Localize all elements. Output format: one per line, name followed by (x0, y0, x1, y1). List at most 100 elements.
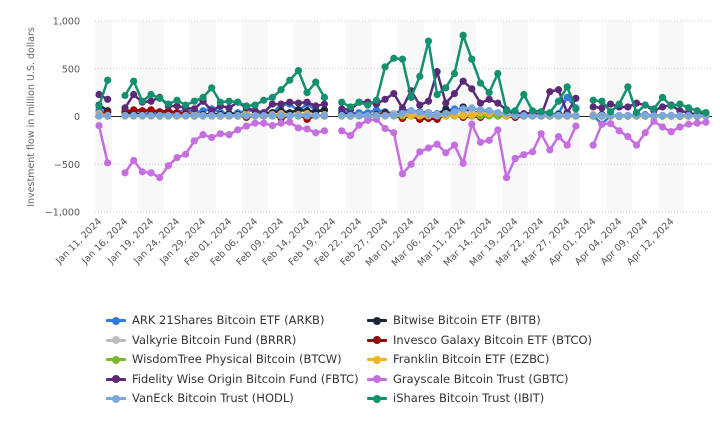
data-point[interactable] (277, 111, 285, 120)
data-point[interactable] (537, 108, 545, 116)
data-point[interactable] (251, 111, 259, 120)
data-point[interactable] (468, 85, 476, 93)
data-point[interactable] (156, 94, 164, 102)
data-point[interactable] (407, 160, 415, 168)
data-point[interactable] (390, 111, 398, 120)
data-point[interactable] (563, 83, 571, 91)
data-point[interactable] (511, 154, 519, 163)
data-point[interactable] (684, 120, 693, 128)
data-point[interactable] (199, 93, 207, 101)
legend-item[interactable]: Franklin Bitcoin ETF (EZBC) (367, 349, 549, 369)
data-point[interactable] (468, 111, 476, 120)
data-point[interactable] (268, 93, 276, 101)
data-point[interactable] (390, 54, 398, 62)
data-point[interactable] (372, 96, 381, 104)
data-point[interactable] (476, 99, 485, 107)
data-point[interactable] (268, 121, 276, 130)
data-point[interactable] (199, 131, 207, 139)
data-point[interactable] (381, 124, 389, 133)
data-point[interactable] (407, 107, 415, 115)
data-point[interactable] (537, 130, 545, 138)
data-point[interactable] (554, 86, 563, 94)
data-point[interactable] (572, 94, 580, 102)
data-point[interactable] (468, 104, 476, 112)
data-point[interactable] (268, 100, 276, 108)
data-point[interactable] (589, 103, 597, 111)
data-point[interactable] (121, 104, 129, 112)
data-point[interactable] (173, 102, 181, 110)
data-point[interactable] (615, 127, 623, 135)
data-point[interactable] (554, 111, 563, 120)
data-point[interactable] (442, 149, 450, 157)
data-point[interactable] (242, 122, 250, 130)
data-point[interactable] (234, 111, 242, 120)
data-point[interactable] (676, 100, 684, 108)
data-point[interactable] (676, 111, 684, 120)
data-point[interactable] (138, 168, 146, 176)
data-point[interactable] (312, 78, 320, 86)
data-point[interactable] (164, 162, 172, 170)
data-point[interactable] (615, 111, 623, 120)
data-point[interactable] (572, 105, 580, 113)
data-point[interactable] (260, 111, 268, 120)
data-point[interactable] (485, 136, 493, 144)
data-point[interactable] (104, 76, 112, 84)
data-point[interactable] (667, 128, 675, 136)
data-point[interactable] (381, 111, 389, 120)
data-point[interactable] (684, 104, 693, 112)
data-point[interactable] (641, 101, 649, 109)
data-point[interactable] (312, 102, 320, 110)
data-point[interactable] (147, 90, 155, 99)
data-point[interactable] (641, 129, 649, 137)
data-point[interactable] (546, 146, 554, 154)
legend-item[interactable]: WisdomTree Physical Bitcoin (BTCW) (106, 349, 342, 369)
data-point[interactable] (520, 151, 528, 159)
series-7[interactable] (95, 115, 710, 182)
data-point[interactable] (528, 107, 537, 115)
data-point[interactable] (277, 86, 285, 94)
data-point[interactable] (121, 111, 129, 120)
data-point[interactable] (147, 169, 155, 177)
data-point[interactable] (650, 105, 658, 113)
data-point[interactable] (702, 109, 710, 117)
data-point[interactable] (130, 77, 138, 85)
data-point[interactable] (554, 97, 563, 105)
legend-item[interactable]: Invesco Galaxy Bitcoin ETF (BTCO) (367, 330, 592, 350)
series-8[interactable] (95, 104, 710, 120)
data-point[interactable] (468, 55, 476, 63)
data-point[interactable] (260, 119, 268, 127)
data-point[interactable] (121, 169, 129, 177)
data-point[interactable] (338, 105, 346, 113)
data-point[interactable] (702, 118, 710, 126)
data-point[interactable] (459, 105, 467, 113)
data-point[interactable] (104, 159, 112, 167)
data-point[interactable] (95, 111, 103, 120)
data-point[interactable] (381, 63, 389, 71)
data-point[interactable] (398, 170, 407, 178)
data-point[interactable] (130, 111, 138, 120)
data-point[interactable] (407, 93, 415, 101)
data-point[interactable] (190, 137, 198, 145)
legend-item[interactable]: Grayscale Bitcoin Trust (GBTC) (367, 369, 569, 389)
data-point[interactable] (459, 159, 467, 167)
data-point[interactable] (624, 111, 632, 120)
data-point[interactable] (416, 101, 424, 109)
data-point[interactable] (242, 102, 250, 110)
data-point[interactable] (95, 121, 103, 130)
data-point[interactable] (615, 100, 623, 108)
data-point[interactable] (320, 100, 329, 108)
data-point[interactable] (624, 83, 632, 91)
data-point[interactable] (251, 119, 259, 127)
data-point[interactable] (130, 90, 138, 99)
data-point[interactable] (173, 96, 181, 104)
data-point[interactable] (320, 111, 329, 120)
data-point[interactable] (641, 111, 649, 120)
data-point[interactable] (390, 129, 398, 137)
data-point[interactable] (320, 127, 329, 135)
data-point[interactable] (450, 89, 459, 98)
data-point[interactable] (598, 104, 606, 112)
data-point[interactable] (563, 111, 571, 120)
data-point[interactable] (303, 125, 311, 133)
data-point[interactable] (459, 111, 467, 120)
data-point[interactable] (546, 109, 554, 117)
